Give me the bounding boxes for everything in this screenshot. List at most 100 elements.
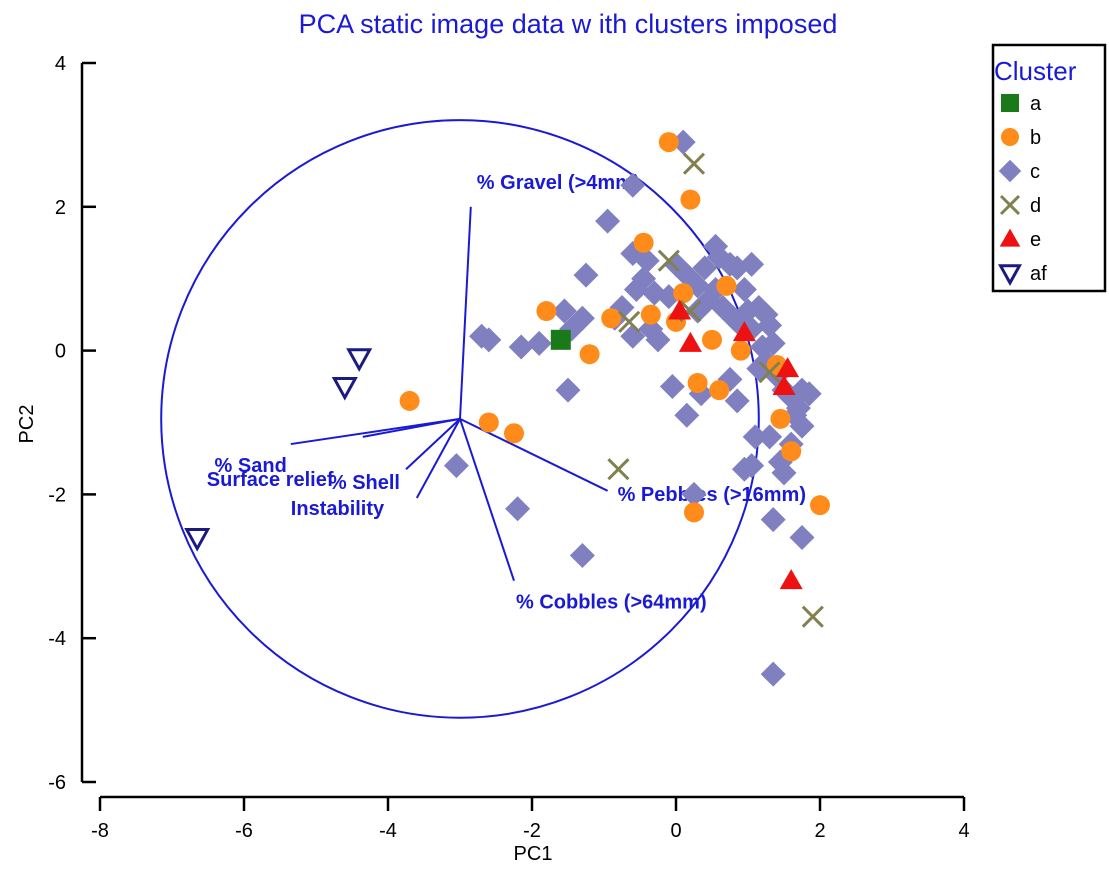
correlation-circle [160,119,760,719]
biplot-vectors: % Gravel (>4mm) % Pebbles (>16mm) % Cobble… [160,119,806,719]
data-point-c [742,424,768,450]
loading-vector-label: % Gravel (>4mm) [477,172,640,194]
data-point-b [680,189,701,210]
data-point-c [620,172,646,198]
data-point-c [508,334,534,360]
data-point-b [658,132,679,153]
legend-label: e [1030,229,1041,251]
data-point-af [331,377,358,401]
x-tick-label: 2 [814,820,825,842]
data-point-c [692,255,718,281]
data-point-b [673,283,694,304]
data-point-b [640,304,661,325]
loading-vector [405,418,461,470]
data-point-d [607,458,630,481]
loading-vector-label: % Pebbles (>16mm) [618,484,806,506]
data-point-b [810,495,830,516]
legend-label: b [1030,127,1041,149]
data-point-c [526,330,552,356]
legend-label: d [1030,195,1041,217]
data-point-b [579,344,600,365]
data-point-b [716,275,737,296]
data-point-c [760,661,786,687]
data-point-c [731,276,757,302]
data-point-b [399,390,420,411]
data-point-b [770,408,791,429]
data-point-b [687,372,708,393]
y-tick-label: 2 [55,197,66,219]
data-point-b [504,423,524,444]
data-point-c [634,248,660,274]
legend-label: c [1030,161,1040,183]
data-point-b [684,502,704,523]
data-point-af [184,528,211,552]
legend-marker-b [1001,128,1019,146]
data-point-c [760,507,786,533]
data-point-c [555,377,581,403]
y-axis-label: PC2 [16,405,38,444]
data-point-e [668,299,692,320]
data-point-c [731,456,757,482]
data-point-d-stroke [682,152,706,175]
data-point-c [573,262,599,288]
data-point-d [657,249,680,272]
y-tick-label: 0 [55,341,66,363]
legend-marker-af [998,264,1022,287]
legend-marker-d-stroke [999,194,1021,216]
data-point-c [505,496,531,522]
data-point-d-stroke [607,458,630,481]
data-point-c [681,481,707,507]
data-point-b [781,441,802,462]
data-point-b [702,329,722,350]
y-tick-label: 4 [55,53,66,75]
loading-vector [290,417,461,446]
data-point-e [779,569,803,590]
x-tick-label: -6 [235,820,253,842]
loading-vector [459,206,472,419]
data-point-af [346,348,373,372]
data-point-d [618,310,641,333]
data-point-c [551,298,577,324]
y-tick-label: -2 [48,484,66,506]
data-points [184,129,830,687]
legend-marker-c [998,159,1022,183]
data-point-c [659,374,685,400]
data-point-d [758,361,781,384]
data-point-d-stroke [618,310,641,333]
data-point-c [757,312,783,338]
data-point-c [771,460,797,486]
data-point-d [801,605,824,628]
legend-label: a [1030,93,1042,115]
data-point-c [443,453,469,479]
legend-marker-e [999,228,1021,247]
axes: -6 -4 -2 0 2 4 -8 -6 -4 -2 0 2 4 [48,53,969,842]
data-point-e [678,331,702,352]
data-point-c [789,525,815,551]
legend-label: af [1030,263,1047,285]
data-point-c [595,208,621,234]
data-point-c [670,129,696,155]
loading-vector-label: Surface relief [207,469,334,491]
data-point-e [776,357,800,378]
x-tick-label: -2 [523,820,541,842]
loading-vector [459,418,515,581]
data-point-c [757,424,783,450]
loading-vector-label: % Cobbles (>64mm) [516,592,707,614]
chart-title: PCA static image data w ith clusters imp… [299,9,838,39]
loading-vector-label: % Shell [329,472,400,494]
data-point-c [796,381,822,407]
x-tick-label: 0 [670,820,681,842]
x-tick-label: 4 [958,820,969,842]
data-point-b [709,380,730,401]
data-point-e [772,375,796,396]
y-tick-label: -6 [48,772,66,794]
x-axis-label: PC1 [514,843,553,865]
data-point-c [749,334,775,360]
data-point-c [724,388,750,414]
legend-title: Cluster [994,56,1077,86]
data-point-c [623,276,649,302]
data-point-c [785,395,811,421]
